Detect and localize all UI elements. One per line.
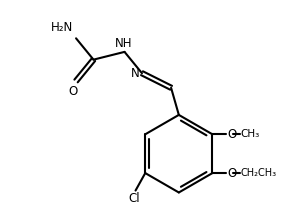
Text: H₂N: H₂N (51, 22, 73, 34)
Text: Cl: Cl (129, 192, 141, 205)
Text: CH₃: CH₃ (241, 129, 260, 139)
Text: O: O (68, 85, 78, 98)
Text: NH: NH (115, 37, 132, 50)
Text: O: O (227, 167, 236, 180)
Text: O: O (227, 128, 236, 141)
Text: N: N (131, 67, 140, 80)
Text: CH₂CH₃: CH₂CH₃ (241, 168, 277, 178)
